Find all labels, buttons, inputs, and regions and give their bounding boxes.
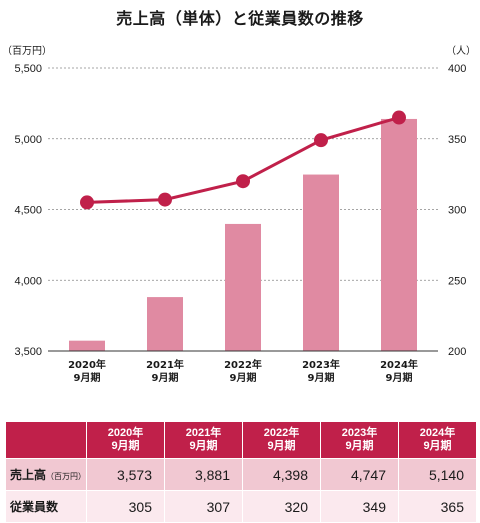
x-tick-label-3: 2023年 9月期 — [302, 358, 340, 384]
right-tick-label: 400 — [448, 63, 466, 75]
table-header-2024: 2024年 9月期 — [398, 421, 477, 459]
bar-sales-3 — [303, 174, 339, 351]
x-tick-label-1: 2021年 9月期 — [146, 358, 184, 384]
combo-chart: 3,500 4,000 4,500 5,000 5,500 200 250 300 350 400… — [14, 63, 466, 384]
point-employees-0 — [80, 195, 94, 210]
cell-sales-2022: 4,398 — [242, 458, 321, 491]
left-tick-label: 5,000 — [14, 134, 42, 146]
bar-sales-0 — [69, 340, 105, 351]
cell-sales-2020: 3,573 — [86, 458, 165, 491]
cell-sales-2023: 4,747 — [320, 458, 399, 491]
table-row-employees: 従業員数 305 307 320 349 365 — [5, 490, 477, 523]
cell-sales-2024: 5,140 — [398, 458, 477, 491]
row-label-sales-unit: （百万円） — [46, 472, 87, 481]
table-row-sales: 売上高（百万円） 3,573 3,881 4,398 4,747 5,140 — [5, 458, 477, 491]
right-tick-label: 300 — [448, 205, 466, 217]
point-employees-3 — [314, 133, 328, 148]
left-tick-label: 5,500 — [14, 63, 42, 75]
left-tick-label: 3,500 — [14, 346, 42, 358]
table-header-2022: 2022年 9月期 — [242, 421, 321, 459]
point-employees-4 — [392, 110, 406, 125]
bar-sales-4 — [381, 118, 417, 351]
row-label-employees-text: 従業員数 — [10, 500, 59, 514]
left-tick-label: 4,000 — [14, 275, 42, 287]
cell-sales-2021: 3,881 — [164, 458, 243, 491]
row-label-sales: 売上高（百万円） — [5, 458, 87, 491]
x-tick-label-2: 2022年 9月期 — [224, 358, 262, 384]
chart-title: 売上高（単体）と従業員数の推移 — [116, 9, 364, 28]
right-tick-label: 350 — [448, 134, 466, 146]
table-header-2020: 2020年 9月期 — [86, 421, 165, 459]
row-label-employees: 従業員数 — [5, 490, 87, 523]
bar-sales-1 — [147, 297, 183, 351]
bar-sales-2 — [225, 223, 261, 351]
cell-employees-2022: 320 — [242, 490, 321, 523]
table-corner — [5, 421, 87, 459]
cell-employees-2020: 305 — [86, 490, 165, 523]
right-tick-label: 250 — [448, 275, 466, 287]
table-header-2021: 2021年 9月期 — [164, 421, 243, 459]
cell-employees-2024: 365 — [398, 490, 477, 523]
cell-employees-2023: 349 — [320, 490, 399, 523]
left-tick-label: 4,500 — [14, 205, 42, 217]
right-axis-unit: （人） — [446, 46, 476, 57]
table-header-2023: 2023年 9月期 — [320, 421, 399, 459]
left-axis-unit: （百万円） — [2, 46, 52, 57]
summary-table: 2020年 9月期 2021年 9月期 2022年 9月期 2023年 9月期 2024… — [5, 421, 477, 523]
x-tick-label-0: 2020年 9月期 — [68, 358, 106, 384]
x-tick-label-4: 2024年 9月期 — [380, 358, 418, 384]
point-employees-1 — [158, 192, 172, 207]
table-header-row: 2020年 9月期 2021年 9月期 2022年 9月期 2023年 9月期 2024… — [5, 421, 477, 459]
row-label-sales-text: 売上高 — [10, 468, 47, 482]
point-employees-2 — [236, 174, 250, 189]
right-tick-label: 200 — [448, 346, 466, 358]
cell-employees-2021: 307 — [164, 490, 243, 523]
line-employees — [86, 116, 400, 204]
